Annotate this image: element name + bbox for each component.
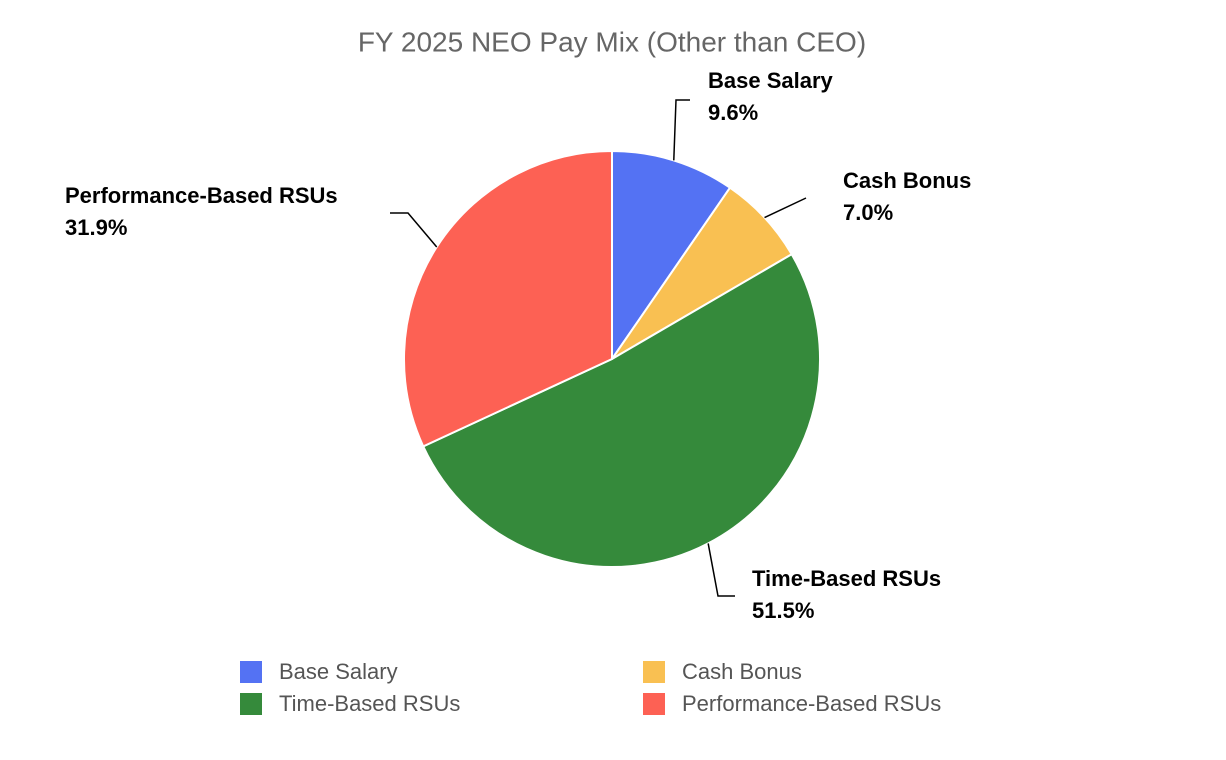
leader-line bbox=[673, 99, 690, 161]
slice-label: Base Salary bbox=[708, 68, 834, 93]
chart-title: FY 2025 NEO Pay Mix (Other than CEO) bbox=[358, 26, 866, 57]
legend-swatch bbox=[240, 693, 262, 715]
slice-value: 31.9% bbox=[65, 215, 127, 240]
legend-label: Performance-Based RSUs bbox=[682, 691, 941, 716]
pie-slice bbox=[611, 149, 732, 363]
legend-swatch bbox=[240, 661, 262, 683]
slice-value: 7.0% bbox=[843, 200, 893, 225]
slice-value: 9.6% bbox=[708, 100, 758, 125]
legend-label: Time-Based RSUs bbox=[279, 691, 460, 716]
leader-line bbox=[707, 543, 735, 597]
leader-line bbox=[764, 197, 807, 219]
slice-label: Cash Bonus bbox=[843, 168, 971, 193]
slice-label: Performance-Based RSUs bbox=[65, 183, 338, 208]
pie-slice bbox=[421, 252, 821, 568]
legend-swatch bbox=[643, 693, 665, 715]
slice-value: 51.5% bbox=[752, 598, 814, 623]
legend-label: Cash Bonus bbox=[682, 659, 802, 684]
pie-slice bbox=[403, 149, 613, 448]
legend-label: Base Salary bbox=[279, 659, 398, 684]
leader-line bbox=[390, 212, 438, 248]
legend-swatch bbox=[643, 661, 665, 683]
slice-label: Time-Based RSUs bbox=[752, 566, 941, 591]
